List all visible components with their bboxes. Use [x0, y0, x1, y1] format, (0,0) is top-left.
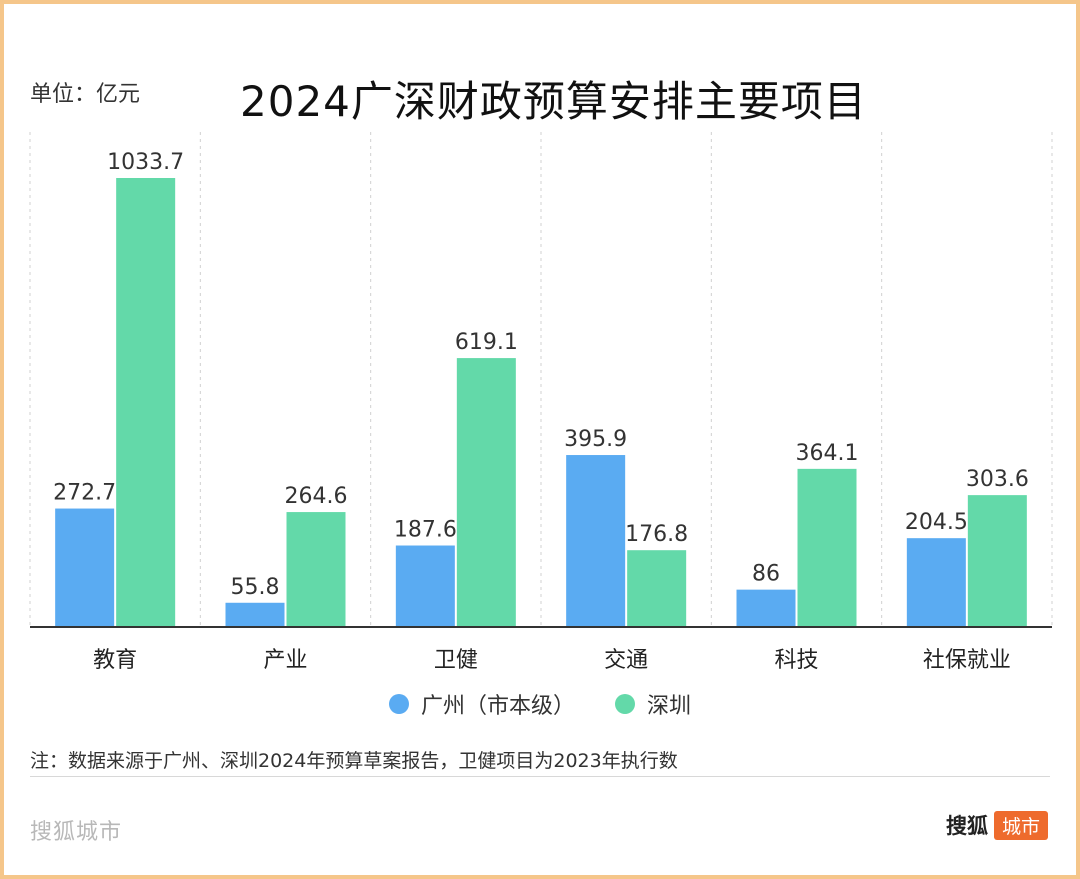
- brand-tag: 城市: [993, 810, 1048, 840]
- bar-4-0: [736, 589, 796, 627]
- legend-item-shenzhen: 深圳: [615, 688, 691, 720]
- data-label: 619.1: [455, 330, 518, 355]
- data-label: 395.9: [564, 427, 627, 452]
- category-label: 社保就业: [923, 648, 1011, 673]
- legend-dot-shenzhen: [615, 694, 635, 714]
- data-label: 303.6: [966, 467, 1029, 492]
- data-label: 55.8: [231, 575, 280, 600]
- chart-title: 2024广深财政预算安排主要项目: [240, 77, 867, 126]
- bar-1-1: [286, 512, 346, 627]
- bar-2-1: [456, 358, 516, 627]
- data-label: 364.1: [796, 441, 859, 466]
- bar-1-0: [225, 602, 285, 627]
- bar-0-0: [55, 508, 115, 627]
- unit-label: 单位：亿元: [30, 82, 141, 107]
- legend-label-shenzhen: 深圳: [647, 694, 692, 719]
- category-label: 教育: [93, 648, 137, 673]
- data-label: 176.8: [625, 522, 688, 547]
- legend-dot-guangzhou: [388, 694, 409, 714]
- bar-chart: 272.7 1033.7 教育 55.8 264.6 产业 187.6 619.1 卫健 395.…: [29, 132, 1053, 673]
- legend-label-guangzhou: 广州（市本级）: [420, 694, 575, 719]
- data-label: 204.5: [905, 510, 968, 535]
- data-label: 86: [752, 562, 780, 587]
- brand-logo: 搜狐 城市: [946, 810, 1048, 840]
- legend: 广州（市本级） 深圳: [4, 688, 1076, 720]
- footer-divider: [30, 776, 1050, 777]
- category-label: 卫健: [434, 648, 478, 673]
- watermark: 搜狐城市: [30, 820, 123, 845]
- data-label: 272.7: [53, 481, 116, 506]
- bar-5-0: [906, 538, 966, 627]
- brand-main: 搜狐: [945, 814, 988, 838]
- bar-5-1: [967, 495, 1027, 627]
- data-label: 264.6: [285, 484, 348, 509]
- bar-4-1: [797, 468, 857, 627]
- bar-3-1: [627, 550, 687, 627]
- chart-card: 单位：亿元 2024广深财政预算安排主要项目 272.7 1033.7 教育 55.8…: [4, 4, 1076, 875]
- data-label: 1033.7: [107, 150, 184, 175]
- data-label: 187.6: [394, 518, 457, 543]
- category-label: 产业: [263, 648, 307, 673]
- category-label: 交通: [604, 648, 648, 673]
- bar-3-0: [566, 455, 626, 627]
- footnote: 注：数据来源于广州、深圳2024年预算草案报告，卫健项目为2023年执行数: [30, 750, 678, 772]
- bar-0-1: [116, 178, 176, 627]
- category-label: 科技: [774, 648, 818, 673]
- bar-2-0: [395, 545, 455, 627]
- legend-item-guangzhou: 广州（市本级）: [388, 688, 575, 720]
